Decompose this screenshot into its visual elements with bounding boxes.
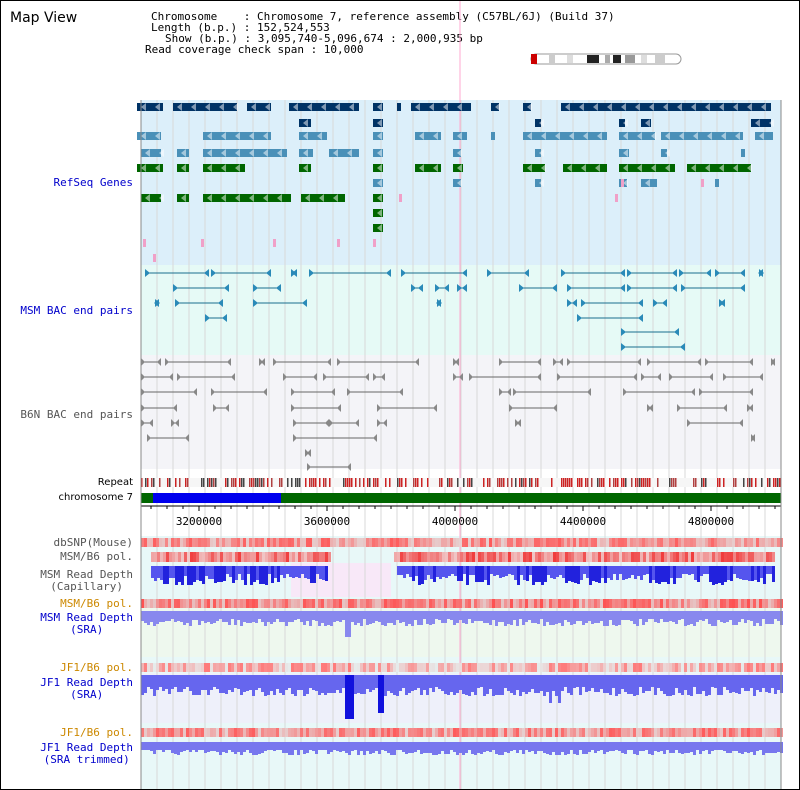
gene-feature <box>453 179 461 187</box>
gene-feature <box>177 164 189 172</box>
label-dbsnp: dbSNP(Mouse) <box>53 536 133 549</box>
gene-feature <box>453 149 461 157</box>
gene-feature <box>137 103 163 111</box>
gene-feature <box>203 194 291 202</box>
label-jf1-depth-sra: JF1 Read Depth (SRA) <box>40 676 133 701</box>
gene-feature <box>299 132 327 140</box>
position-axis: 3200000 3600000 4000000 4400000 4800000 <box>141 505 781 528</box>
page-title: Map View <box>10 10 78 26</box>
gene-feature <box>641 119 651 127</box>
label-jf1-pol: JF1/B6 pol. <box>60 661 133 674</box>
gene-feature <box>523 103 531 111</box>
gene-feature <box>203 149 287 157</box>
gene-feature <box>373 224 383 232</box>
gene-feature <box>373 179 383 187</box>
msm-bac-track-bg <box>141 265 781 355</box>
gene-feature <box>299 164 311 172</box>
chromosome-info: Chromosome : Chromosome 7, reference ass… <box>151 10 615 23</box>
gene-feature <box>687 164 751 172</box>
gene-feature <box>415 164 441 172</box>
gene-feature <box>619 164 675 172</box>
coverage-span-info: Read coverage check span : 10,000 <box>145 43 364 56</box>
axis-tick-label: 4000000 <box>432 515 478 528</box>
gene-feature <box>301 194 345 202</box>
gene-feature <box>755 132 773 140</box>
gene-feature <box>329 149 359 157</box>
label-b6n-bac: B6N BAC end pairs <box>20 408 133 421</box>
gene-feature <box>619 119 625 127</box>
gene-feature <box>247 103 271 111</box>
label-repeat: Repeat <box>97 477 133 488</box>
gene-feature <box>203 164 245 172</box>
label-msm-b6-pol-2: MSM/B6 pol. <box>60 597 133 610</box>
gene-feature <box>173 103 237 111</box>
gene-feature <box>561 103 771 111</box>
chromosome-highlight <box>153 493 281 503</box>
gene-feature <box>373 132 383 140</box>
gene-feature <box>373 164 383 172</box>
gene-feature <box>411 103 471 111</box>
gene-feature <box>373 194 383 202</box>
gene-feature <box>453 164 463 172</box>
gene-feature <box>641 179 657 187</box>
gene-feature <box>373 149 383 157</box>
lower-tracks-bg <box>141 536 781 789</box>
gene-feature <box>563 164 607 172</box>
gene-feature <box>299 149 313 157</box>
gene-feature <box>523 164 545 172</box>
gene-feature <box>619 149 629 157</box>
label-msm-depth-sra: MSM Read Depth (SRA) <box>40 611 133 636</box>
label-jf1-depth-trimmed: JF1 Read Depth (SRA trimmed) <box>40 741 133 766</box>
gene-feature <box>715 179 719 187</box>
gene-feature <box>491 103 499 111</box>
gene-feature <box>177 194 189 202</box>
gene-feature <box>661 149 667 157</box>
gene-feature <box>751 119 771 127</box>
label-msm-b6-pol: MSM/B6 pol. <box>60 550 133 563</box>
gene-feature <box>415 132 441 140</box>
gene-feature <box>453 132 467 140</box>
chromosome-ideogram[interactable] <box>529 53 685 65</box>
refseq-track-bg <box>141 100 781 265</box>
region-info: Chromosome : Chromosome 7, reference ass… <box>145 10 615 55</box>
gene-feature <box>137 164 163 172</box>
gene-feature <box>535 119 541 127</box>
axis-tick-label: 3600000 <box>304 515 350 528</box>
gene-feature <box>523 132 607 140</box>
gene-feature <box>661 132 743 140</box>
chromosome-bar <box>141 493 781 503</box>
length-info: Length (b.p.) : 152,524,553 <box>151 21 330 34</box>
gene-feature <box>535 179 541 187</box>
gene-feature <box>177 149 189 157</box>
gene-feature <box>299 119 311 127</box>
gene-feature <box>491 132 495 140</box>
axis-tick-label: 3200000 <box>176 515 222 528</box>
gene-feature <box>141 149 161 157</box>
gene-feature <box>619 179 627 187</box>
gene-feature <box>619 132 655 140</box>
gene-feature <box>373 119 383 127</box>
label-msm-depth-capillary: MSM Read Depth (Capillary) <box>40 568 133 593</box>
gene-feature <box>535 149 541 157</box>
gene-feature <box>141 194 161 202</box>
gene-feature <box>373 209 383 217</box>
label-refseq-genes: RefSeq Genes <box>53 176 133 189</box>
label-jf1-pol-2: JF1/B6 pol. <box>60 726 133 739</box>
show-range-info: Show (b.p.) : 3,095,740-5,096,674 : 2,00… <box>165 32 483 45</box>
b6n-bac-track-bg <box>141 355 781 469</box>
label-chromosome: chromosome 7 <box>58 492 133 503</box>
label-msm-bac: MSM BAC end pairs <box>20 304 133 317</box>
axis-tick-label: 4400000 <box>560 515 606 528</box>
axis-tick-label: 4800000 <box>688 515 734 528</box>
gene-feature <box>137 132 161 140</box>
gene-feature <box>289 103 359 111</box>
gene-feature <box>397 103 401 111</box>
gene-feature <box>373 103 383 111</box>
gene-feature <box>203 132 271 140</box>
gene-feature <box>741 149 745 157</box>
